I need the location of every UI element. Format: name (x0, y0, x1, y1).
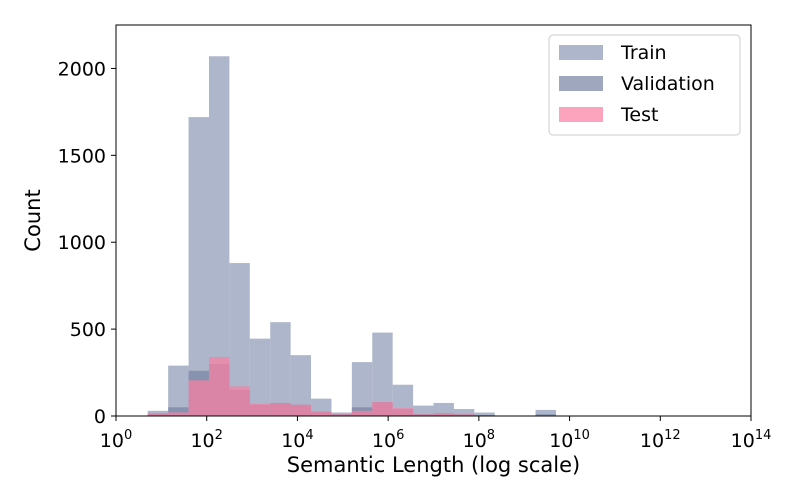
bar (290, 355, 312, 416)
y-tick-label: 500 (70, 319, 106, 341)
bar (270, 402, 291, 416)
bar (208, 356, 230, 416)
legend: Train Validation Test (548, 34, 741, 136)
bar (535, 409, 556, 416)
legend-swatch (559, 45, 603, 60)
x-tick-label: 100 (100, 428, 132, 452)
x-axis: 100 102 104 106 108 1010 1012 1014 (100, 416, 772, 452)
legend-swatch (559, 76, 603, 91)
bars-layer (147, 56, 556, 416)
bar (372, 332, 393, 416)
bar (188, 117, 209, 416)
bar (229, 263, 250, 416)
x-tick-label: 102 (190, 428, 222, 452)
bar (413, 414, 434, 416)
bar (249, 403, 271, 416)
x-tick-label: 1012 (640, 428, 681, 452)
bar (208, 56, 230, 416)
bar (311, 411, 332, 416)
x-tick-label: 106 (372, 428, 404, 452)
bar (453, 414, 475, 416)
x-tick-label: 1014 (731, 428, 772, 452)
bar (372, 402, 393, 416)
bar (433, 413, 454, 416)
bar (351, 410, 373, 416)
x-axis-label: Semantic Length (log scale) (287, 453, 580, 477)
y-axis-label: Count (21, 189, 45, 251)
y-axis: 0 500 1000 1500 2000 (58, 58, 116, 428)
bar (188, 380, 209, 416)
y-tick-label: 1000 (58, 232, 106, 254)
legend-label: Validation (621, 73, 715, 95)
legend-label: Train (620, 42, 667, 64)
bar (413, 405, 434, 416)
legend-swatch (559, 107, 603, 122)
bar (270, 322, 291, 416)
x-tick-label: 1010 (549, 428, 590, 452)
y-tick-label: 0 (94, 406, 106, 428)
bar (433, 402, 454, 416)
bar (168, 412, 189, 416)
bar (229, 386, 250, 416)
bar (168, 365, 189, 416)
bar (168, 407, 189, 416)
bar (453, 409, 475, 416)
bar (147, 413, 169, 416)
bar (290, 404, 312, 416)
bar (147, 410, 169, 416)
y-tick-label: 2000 (58, 58, 106, 80)
bar (392, 408, 414, 416)
plot-frame (115, 24, 752, 417)
bar (474, 412, 495, 416)
bar (249, 338, 271, 416)
x-tick-label: 108 (463, 428, 495, 452)
y-tick-label: 1500 (58, 145, 106, 167)
series-2 (147, 356, 556, 416)
bar (331, 414, 352, 416)
bar (351, 362, 373, 416)
legend-label: Test (620, 104, 658, 126)
x-tick-label: 104 (281, 428, 313, 452)
